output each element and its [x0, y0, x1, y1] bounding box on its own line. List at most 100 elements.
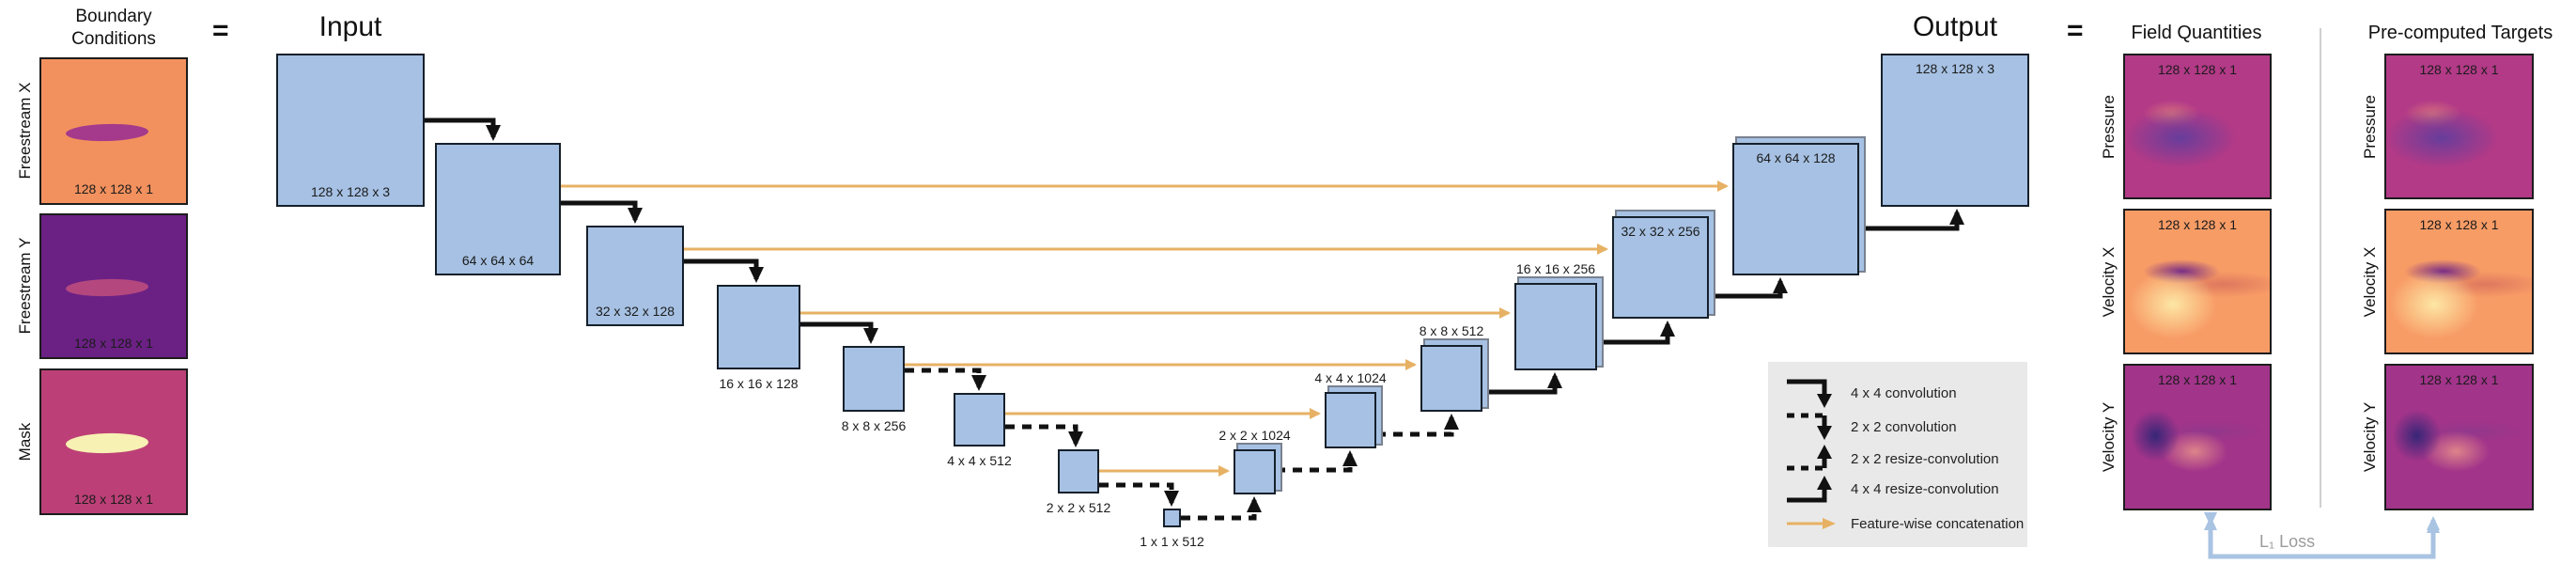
block-dims-label: 128 x 128 x 3 [310, 184, 391, 199]
legend-item-conv2: 2 x 2 convolution [1783, 408, 2027, 446]
decoder-block-16: 16 x 16 x 256 [1514, 261, 1597, 370]
dims-label: 128 x 128 x 1 [2419, 217, 2499, 232]
resize2-arrow [1376, 414, 1459, 437]
dims-label: 128 x 128 x 1 [73, 336, 154, 351]
encoder-block-16: 16 x 16 x 128 [717, 285, 800, 391]
decoder-block-8: 8 x 8 x 512 [1420, 323, 1483, 412]
resize2-arrow [1276, 450, 1358, 473]
decoder-block-64: 64 x 64 x 128 [1732, 143, 1859, 275]
conv2-arrow [905, 368, 986, 391]
encoder-block-2: 2 x 2 x 512 [1047, 449, 1110, 515]
legend-label: 4 x 4 convolution [1851, 384, 1957, 401]
conv4-legend-icon [1787, 379, 1832, 408]
row-label-velocity-x: Velocity X [2100, 246, 2118, 318]
row-label-freestream-y: Freestream Y [16, 237, 34, 335]
field-velocity-y-image: 128 x 128 x 1 [2123, 364, 2272, 510]
dims-label: 128 x 128 x 1 [73, 492, 154, 507]
encoder-block-8: 8 x 8 x 256 [842, 346, 906, 433]
target-velocity-y-image: 128 x 128 x 1 [2384, 364, 2534, 510]
legend-label: 2 x 2 resize-convolution [1851, 450, 1999, 467]
block-dims-label: 64 x 64 x 128 [1756, 150, 1836, 165]
field-quantities-title: Field Quantities [2131, 23, 2262, 43]
dims-label: 128 x 128 x 1 [2419, 372, 2499, 387]
encoder-block-32: 32 x 32 x 128 [586, 226, 684, 326]
block-dims-label: 8 x 8 x 256 [841, 418, 907, 433]
block-dims-label: 2 x 2 x 512 [1046, 500, 1111, 515]
block-dims-label: 32 x 32 x 256 [1621, 224, 1700, 239]
block-dims-label: 64 x 64 x 64 [461, 253, 535, 268]
output-title: Output [1912, 11, 1998, 42]
concat-legend-icon [1787, 518, 1836, 529]
conv2-arrows [905, 368, 1179, 507]
block-dims-label: 2 x 2 x 1024 [1218, 428, 1291, 443]
input-title: Input [318, 11, 382, 42]
block-dims-label: 16 x 16 x 128 [719, 376, 799, 391]
concat-arrows [561, 180, 1729, 477]
airfoil-shape [65, 122, 149, 143]
target-row-label-pressure: Pressure [2361, 94, 2379, 160]
legend-item-resize2: 2 x 2 resize-convolution [1783, 440, 2027, 478]
l1-loss-bracket [2204, 512, 2440, 559]
resize4-arrows [1482, 209, 1964, 395]
resize2-legend-icon [1787, 445, 1832, 471]
block-dims-label: 16 x 16 x 256 [1515, 261, 1596, 276]
legend-item-concat: Feature-wise concatenation [1783, 505, 2027, 542]
resize4-arrow [1597, 321, 1675, 345]
freestream-x-image: 128 x 128 x 1 [39, 57, 188, 205]
row-label-pressure: Pressure [2100, 94, 2118, 160]
dims-label: 128 x 128 x 1 [2157, 372, 2238, 387]
legend-item-resize4: 4 x 4 resize-convolution [1783, 470, 2027, 508]
target-velocity-x-image: 128 x 128 x 1 [2384, 209, 2534, 354]
legend-item-conv4: 4 x 4 convolution [1783, 374, 2027, 412]
target-row-label-velocity-y: Velocity Y [2361, 401, 2379, 473]
dims-label: 128 x 128 x 1 [2157, 217, 2238, 232]
target-pressure-image: 128 x 128 x 1 [2384, 54, 2534, 199]
row-label-mask: Mask [16, 422, 34, 462]
block-dims-label: 128 x 128 x 3 [1915, 61, 1995, 76]
boundary-conditions-title: Boundary Conditions [71, 7, 156, 49]
output-block-128: 128 x 128 x 3 [1881, 54, 2029, 207]
bottleneck-block-1: 1 x 1 x 512 [1140, 509, 1204, 549]
legend-label: Feature-wise concatenation [1851, 515, 2025, 532]
l1-loss-label: L₁ Loss [2259, 532, 2316, 551]
encoder-block-4: 4 x 4 x 512 [947, 393, 1012, 468]
block-dims-label: 8 x 8 x 512 [1419, 323, 1484, 338]
resize2-arrows [1181, 414, 1459, 521]
field-velocity-x-image: 128 x 128 x 1 [2123, 209, 2272, 354]
column-divider [2320, 28, 2321, 508]
resize4-arrow [1709, 277, 1788, 299]
block-dims-label: 1 x 1 x 512 [1140, 534, 1204, 549]
decoder-block-2: 2 x 2 x 1024 [1218, 428, 1291, 494]
resize2-arrow [1181, 496, 1262, 521]
freestream-y-image: 128 x 128 x 1 [39, 213, 188, 359]
conv4-arrow [561, 200, 643, 224]
resize4-arrow [1482, 372, 1562, 395]
decoder-block-4: 4 x 4 x 1024 [1314, 370, 1387, 448]
block-dims-label: 32 x 32 x 128 [595, 304, 675, 319]
target-row-label-velocity-x: Velocity X [2361, 246, 2379, 318]
block-dims-label: 4 x 4 x 512 [947, 453, 1012, 468]
decoder-block-32: 32 x 32 x 256 [1612, 216, 1709, 319]
block-dims-label: 4 x 4 x 1024 [1314, 370, 1387, 385]
conv2-arrow [1005, 424, 1083, 447]
dims-label: 128 x 128 x 1 [2157, 62, 2238, 77]
conv2-legend-icon [1787, 413, 1832, 440]
equals-right: = [2067, 15, 2084, 46]
row-label-freestream-x: Freestream X [16, 82, 34, 180]
conv4-arrow [684, 258, 764, 283]
conv4-arrow [800, 321, 878, 344]
field-pressure-image: 128 x 128 x 1 [2123, 54, 2272, 199]
conv4-arrows [425, 118, 878, 344]
legend-label: 2 x 2 convolution [1851, 418, 1957, 435]
conv2-arrow [1099, 482, 1179, 507]
resize4-arrow [1859, 209, 1964, 231]
legend-box [1768, 362, 2027, 547]
airfoil-shape [65, 431, 149, 455]
row-label-velocity-y: Velocity Y [2100, 401, 2118, 473]
conv4-arrow [425, 118, 501, 141]
dims-label: 128 x 128 x 1 [73, 181, 154, 196]
encoder-block-128: 128 x 128 x 3 [276, 54, 425, 207]
legend-label: 4 x 4 resize-convolution [1851, 480, 1999, 497]
